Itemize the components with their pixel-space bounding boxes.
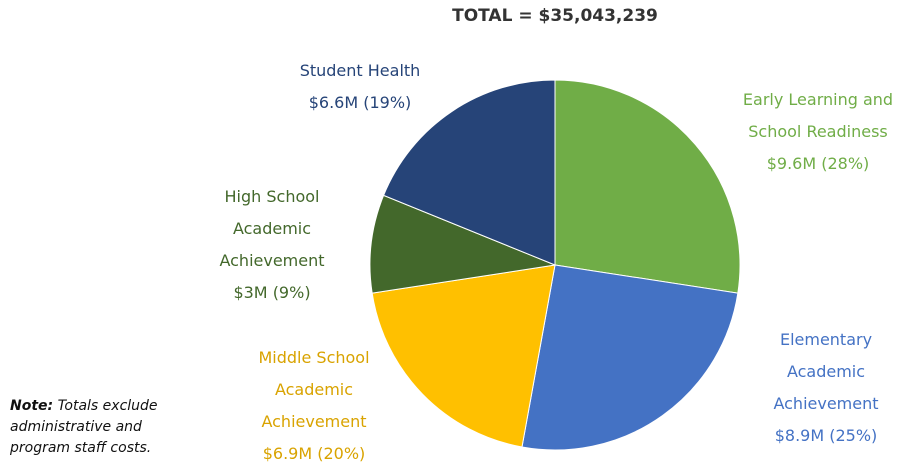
category-label: Early Learning and School Readiness: [742, 90, 894, 141]
note-label: Note:: [10, 398, 54, 414]
note: Note: Totals exclude administrative and …: [10, 396, 170, 459]
pie-slice: [554, 79, 741, 294]
value-label: $6.9M (20%): [262, 444, 366, 463]
slice-label: Middle School Academic Achievement $6.9M …: [249, 342, 379, 466]
category-label: Middle School Academic Achievement: [258, 348, 370, 431]
value-label: $3M (9%): [233, 283, 311, 302]
slice-label: Elementary Academic Achievement $8.9M (25…: [766, 324, 886, 452]
note-text: Totals exclude administrative and progra…: [10, 398, 158, 456]
slice-label: High School Academic Achievement $3M (9%): [212, 181, 332, 309]
pie-slice: [369, 194, 557, 294]
value-label: $8.9M (25%): [774, 426, 878, 445]
category-label: High School Academic Achievement: [219, 187, 325, 270]
value-label: $9.6M (28%): [766, 154, 870, 173]
value-label: $6.6M (19%): [308, 93, 412, 112]
slice-label: Early Learning and School Readiness $9.6M…: [728, 84, 897, 180]
chart-title: TOTAL = $35,043,239: [452, 6, 658, 26]
slice-label: Student Health $6.6M (19%): [285, 55, 435, 119]
pie-slice: [371, 264, 556, 448]
category-label: Student Health: [299, 61, 421, 80]
pie-slice: [382, 79, 556, 266]
category-label: Elementary Academic Achievement: [773, 330, 879, 413]
pie-slice: [521, 264, 739, 451]
